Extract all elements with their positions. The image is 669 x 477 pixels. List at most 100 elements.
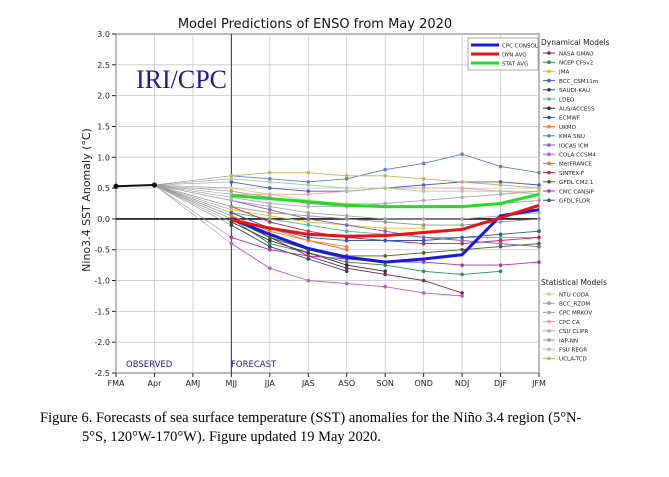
series-point bbox=[344, 266, 349, 271]
series-point bbox=[498, 189, 503, 193]
model-connector bbox=[154, 184, 232, 207]
series-point bbox=[383, 217, 387, 221]
legend-marker bbox=[547, 88, 551, 92]
model-forecast-lines bbox=[154, 152, 541, 298]
legend-label: AUS/ACCESS bbox=[559, 107, 595, 113]
series-point bbox=[306, 223, 311, 227]
model-connector bbox=[154, 175, 232, 186]
series-point bbox=[421, 226, 426, 230]
series-point bbox=[421, 251, 426, 255]
series-point bbox=[460, 180, 464, 184]
x-tick-label: AMJ bbox=[186, 379, 201, 388]
series-point bbox=[306, 210, 311, 215]
series-point bbox=[421, 235, 426, 240]
series-point bbox=[229, 173, 234, 178]
series-point bbox=[460, 235, 464, 240]
series-point bbox=[498, 220, 503, 224]
legend-marker bbox=[547, 301, 551, 306]
series-point bbox=[460, 263, 464, 267]
series-point bbox=[460, 272, 464, 277]
series-line bbox=[231, 192, 540, 209]
legend-label: NCEP CFSv2 bbox=[559, 61, 593, 67]
series-point bbox=[268, 238, 272, 243]
y-tick-label: 1.5 bbox=[97, 122, 110, 131]
chart-title: Model Predictions of ENSO from May 2020 bbox=[178, 17, 452, 32]
x-tick-label: FMA bbox=[108, 379, 126, 388]
x-tick-label: Apr bbox=[148, 379, 163, 388]
series-point bbox=[498, 183, 503, 187]
x-tick-label: JAS bbox=[301, 379, 315, 388]
legend-marker bbox=[547, 356, 551, 361]
series-point bbox=[383, 263, 387, 267]
series-point bbox=[498, 232, 503, 237]
y-tick-label: 0.0 bbox=[97, 215, 110, 224]
series-point bbox=[306, 238, 311, 243]
series-point bbox=[268, 204, 272, 209]
x-tick-label: MJJ bbox=[226, 379, 238, 388]
series-point bbox=[460, 189, 464, 193]
watermark: IRI/CPC bbox=[136, 65, 227, 94]
y-tick-label: 2.5 bbox=[97, 61, 110, 70]
series-point bbox=[383, 284, 387, 289]
legend-label: STAT AVG bbox=[502, 62, 528, 68]
series-point bbox=[498, 164, 503, 169]
series-point bbox=[537, 186, 541, 190]
series-point bbox=[229, 177, 234, 181]
series-point bbox=[421, 217, 426, 221]
series-point bbox=[383, 226, 387, 230]
series-point bbox=[268, 214, 272, 218]
series-point bbox=[498, 241, 503, 246]
series-point bbox=[421, 238, 426, 243]
series-point bbox=[344, 229, 349, 234]
legend-marker bbox=[547, 347, 551, 352]
series-point bbox=[421, 183, 426, 187]
caption-line-1: Figure 6. Forecasts of sea surface tempe… bbox=[40, 410, 582, 426]
series-point bbox=[306, 257, 311, 261]
series-point bbox=[229, 241, 234, 246]
y-tick-label: -0.5 bbox=[94, 246, 110, 255]
series-point bbox=[344, 223, 349, 227]
legend-label: JMA bbox=[558, 70, 569, 76]
series-point bbox=[344, 269, 349, 274]
legend-marker bbox=[547, 292, 551, 296]
legend-marker bbox=[547, 319, 551, 324]
series-point bbox=[268, 247, 272, 252]
model-connector bbox=[154, 184, 232, 192]
series-point bbox=[306, 235, 311, 240]
series-point bbox=[268, 220, 272, 224]
legend-marker bbox=[547, 152, 551, 156]
series-line bbox=[230, 208, 540, 264]
legend-marker bbox=[547, 189, 551, 193]
figure-caption: Figure 6. Forecasts of sea surface tempe… bbox=[40, 409, 640, 447]
legend-label: FSU REGR bbox=[559, 348, 587, 354]
series-point bbox=[344, 173, 349, 178]
dynamical-legend-title: Dynamical Models bbox=[541, 38, 610, 47]
series-point bbox=[383, 186, 387, 190]
legend-label: CPC CONSOL bbox=[502, 44, 539, 50]
series-point bbox=[460, 291, 464, 295]
legend-marker bbox=[547, 51, 551, 55]
y-tick-label: 0.5 bbox=[97, 184, 110, 193]
series-point bbox=[383, 269, 387, 274]
legend-marker bbox=[547, 329, 551, 333]
x-tick-label: OND bbox=[414, 379, 432, 388]
model-connector bbox=[154, 184, 232, 220]
legend-marker bbox=[547, 310, 551, 315]
x-axis-ticks: FMA Apr AMJ MJJ JJA JAS ASO SON OND NDJ DJF JFM bbox=[108, 373, 546, 388]
legend-label: NASA GMAO bbox=[559, 51, 594, 57]
model-connector bbox=[154, 178, 232, 186]
series-point bbox=[268, 207, 272, 212]
legend-label: CPC CA bbox=[559, 320, 580, 326]
y-axis-label: Nino3.4 SST Anomaly (°C) bbox=[80, 128, 93, 272]
series-point bbox=[460, 241, 464, 246]
series-point bbox=[268, 210, 272, 215]
observed-label: OBSERVED bbox=[126, 360, 173, 370]
legend-label: COLA CCSM4 bbox=[559, 153, 596, 159]
series-point bbox=[344, 214, 349, 218]
series-point bbox=[344, 189, 349, 193]
series-point bbox=[306, 183, 311, 187]
series-point bbox=[229, 223, 234, 227]
legend-marker bbox=[547, 115, 551, 120]
series-line bbox=[231, 203, 540, 238]
series-point bbox=[229, 189, 234, 193]
